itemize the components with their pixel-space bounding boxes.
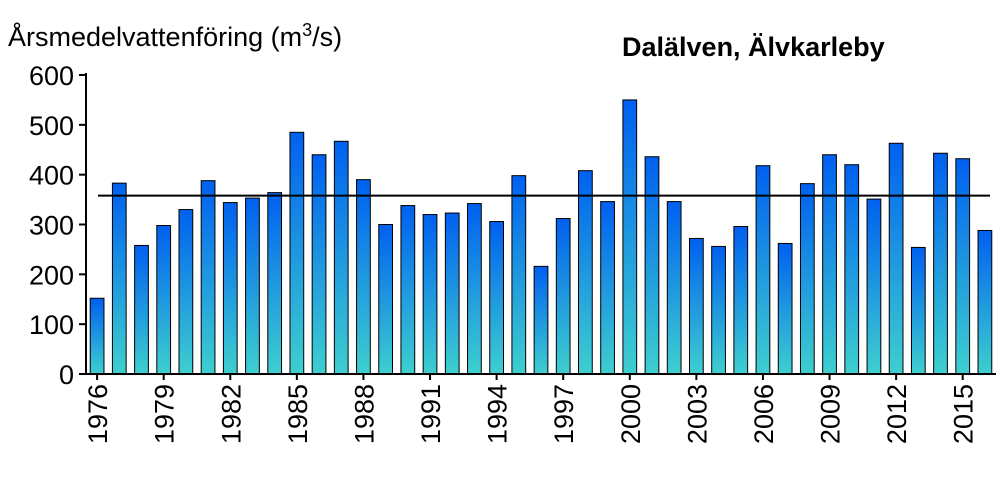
x-tick-label: 1982 [216,384,246,444]
x-tick-label: 1988 [349,384,379,444]
x-tick-label: 2009 [816,384,846,444]
y-tick-label: 200 [29,260,74,290]
bar-1996 [533,265,549,375]
bar-2013 [910,246,926,375]
bar-1997 [555,218,571,375]
bar-2009 [822,154,837,375]
bar-2016 [977,229,993,375]
bar-1998 [578,170,593,375]
bar-1994 [489,221,504,375]
bar-1980 [178,209,194,375]
y-axis-ticks: 0 100 200 300 400 500 600 [29,61,86,390]
x-tick-label: 1976 [83,384,113,444]
chart-title: Dalälven, Älvkarleby [622,32,885,62]
bar-1995 [511,175,527,375]
bar-2015 [955,158,971,375]
x-tick-label: 2000 [616,384,646,444]
x-tick-label: 1994 [483,384,513,444]
y-tick-label: 0 [59,360,74,390]
x-tick-label: 1991 [416,384,446,444]
bar-2005 [733,225,749,375]
y-tick-label: 600 [29,61,74,91]
bar-2006 [755,165,771,375]
y-tick-label: 400 [29,161,74,191]
bar-1989 [378,224,394,375]
bar-1981 [200,180,216,375]
bar-1987 [333,140,349,375]
bar-2011 [866,198,882,375]
bar-2007 [777,242,793,375]
x-axis-ticks: 1976 1979 1982 1985 1988 1991 1994 1997 2000 2003… [83,374,979,444]
bar-1986 [311,154,327,375]
y-tick-label: 300 [29,211,74,241]
bar-2004 [711,245,726,375]
x-tick-label: 2015 [949,384,979,444]
y-axis-title: Årsmedelvattenföring (m3/s) [8,20,342,52]
y-tick-label: 100 [29,310,74,340]
bar-1988 [356,179,371,375]
bar-2014 [933,152,948,375]
x-tick-label: 1985 [283,384,313,444]
x-tick-label: 2006 [749,384,779,444]
bar-1991 [422,214,438,375]
bar-1978 [134,244,149,375]
bar-1985 [289,131,305,375]
bar-1984 [267,192,283,375]
bar-2003 [688,237,704,375]
x-tick-label: 2012 [882,384,912,444]
bar-1976 [89,297,105,375]
x-tick-label: 1997 [549,384,579,444]
bar-2008 [799,183,815,375]
axes [85,73,996,375]
bar-1977 [111,182,127,375]
bar-1990 [400,205,416,375]
bar-2012 [888,142,904,375]
bar-2000 [622,99,638,375]
bar-1999 [600,201,615,375]
bar-2002 [666,201,682,375]
x-tick-label: 2003 [682,384,712,444]
bar-1992 [444,212,460,375]
bar-1982 [222,202,238,375]
bars [89,99,993,375]
y-tick-label: 500 [29,111,74,141]
bar-2001 [644,156,660,375]
bar-1993 [467,203,482,375]
x-tick-label: 1979 [150,384,180,444]
bar-1979 [156,225,172,375]
bar-1983 [245,197,260,375]
